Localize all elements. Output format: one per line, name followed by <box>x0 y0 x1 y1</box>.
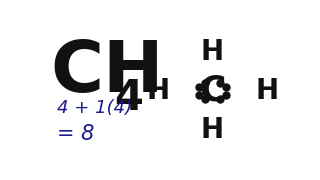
Text: CH: CH <box>50 38 164 107</box>
Text: = 8: = 8 <box>57 124 95 144</box>
Text: H: H <box>201 38 224 66</box>
Text: 4 + 1(4): 4 + 1(4) <box>57 99 132 117</box>
Text: C: C <box>199 74 226 108</box>
Text: 4: 4 <box>115 77 143 119</box>
Text: H: H <box>201 116 224 144</box>
Text: H: H <box>146 77 169 105</box>
Text: H: H <box>255 77 278 105</box>
